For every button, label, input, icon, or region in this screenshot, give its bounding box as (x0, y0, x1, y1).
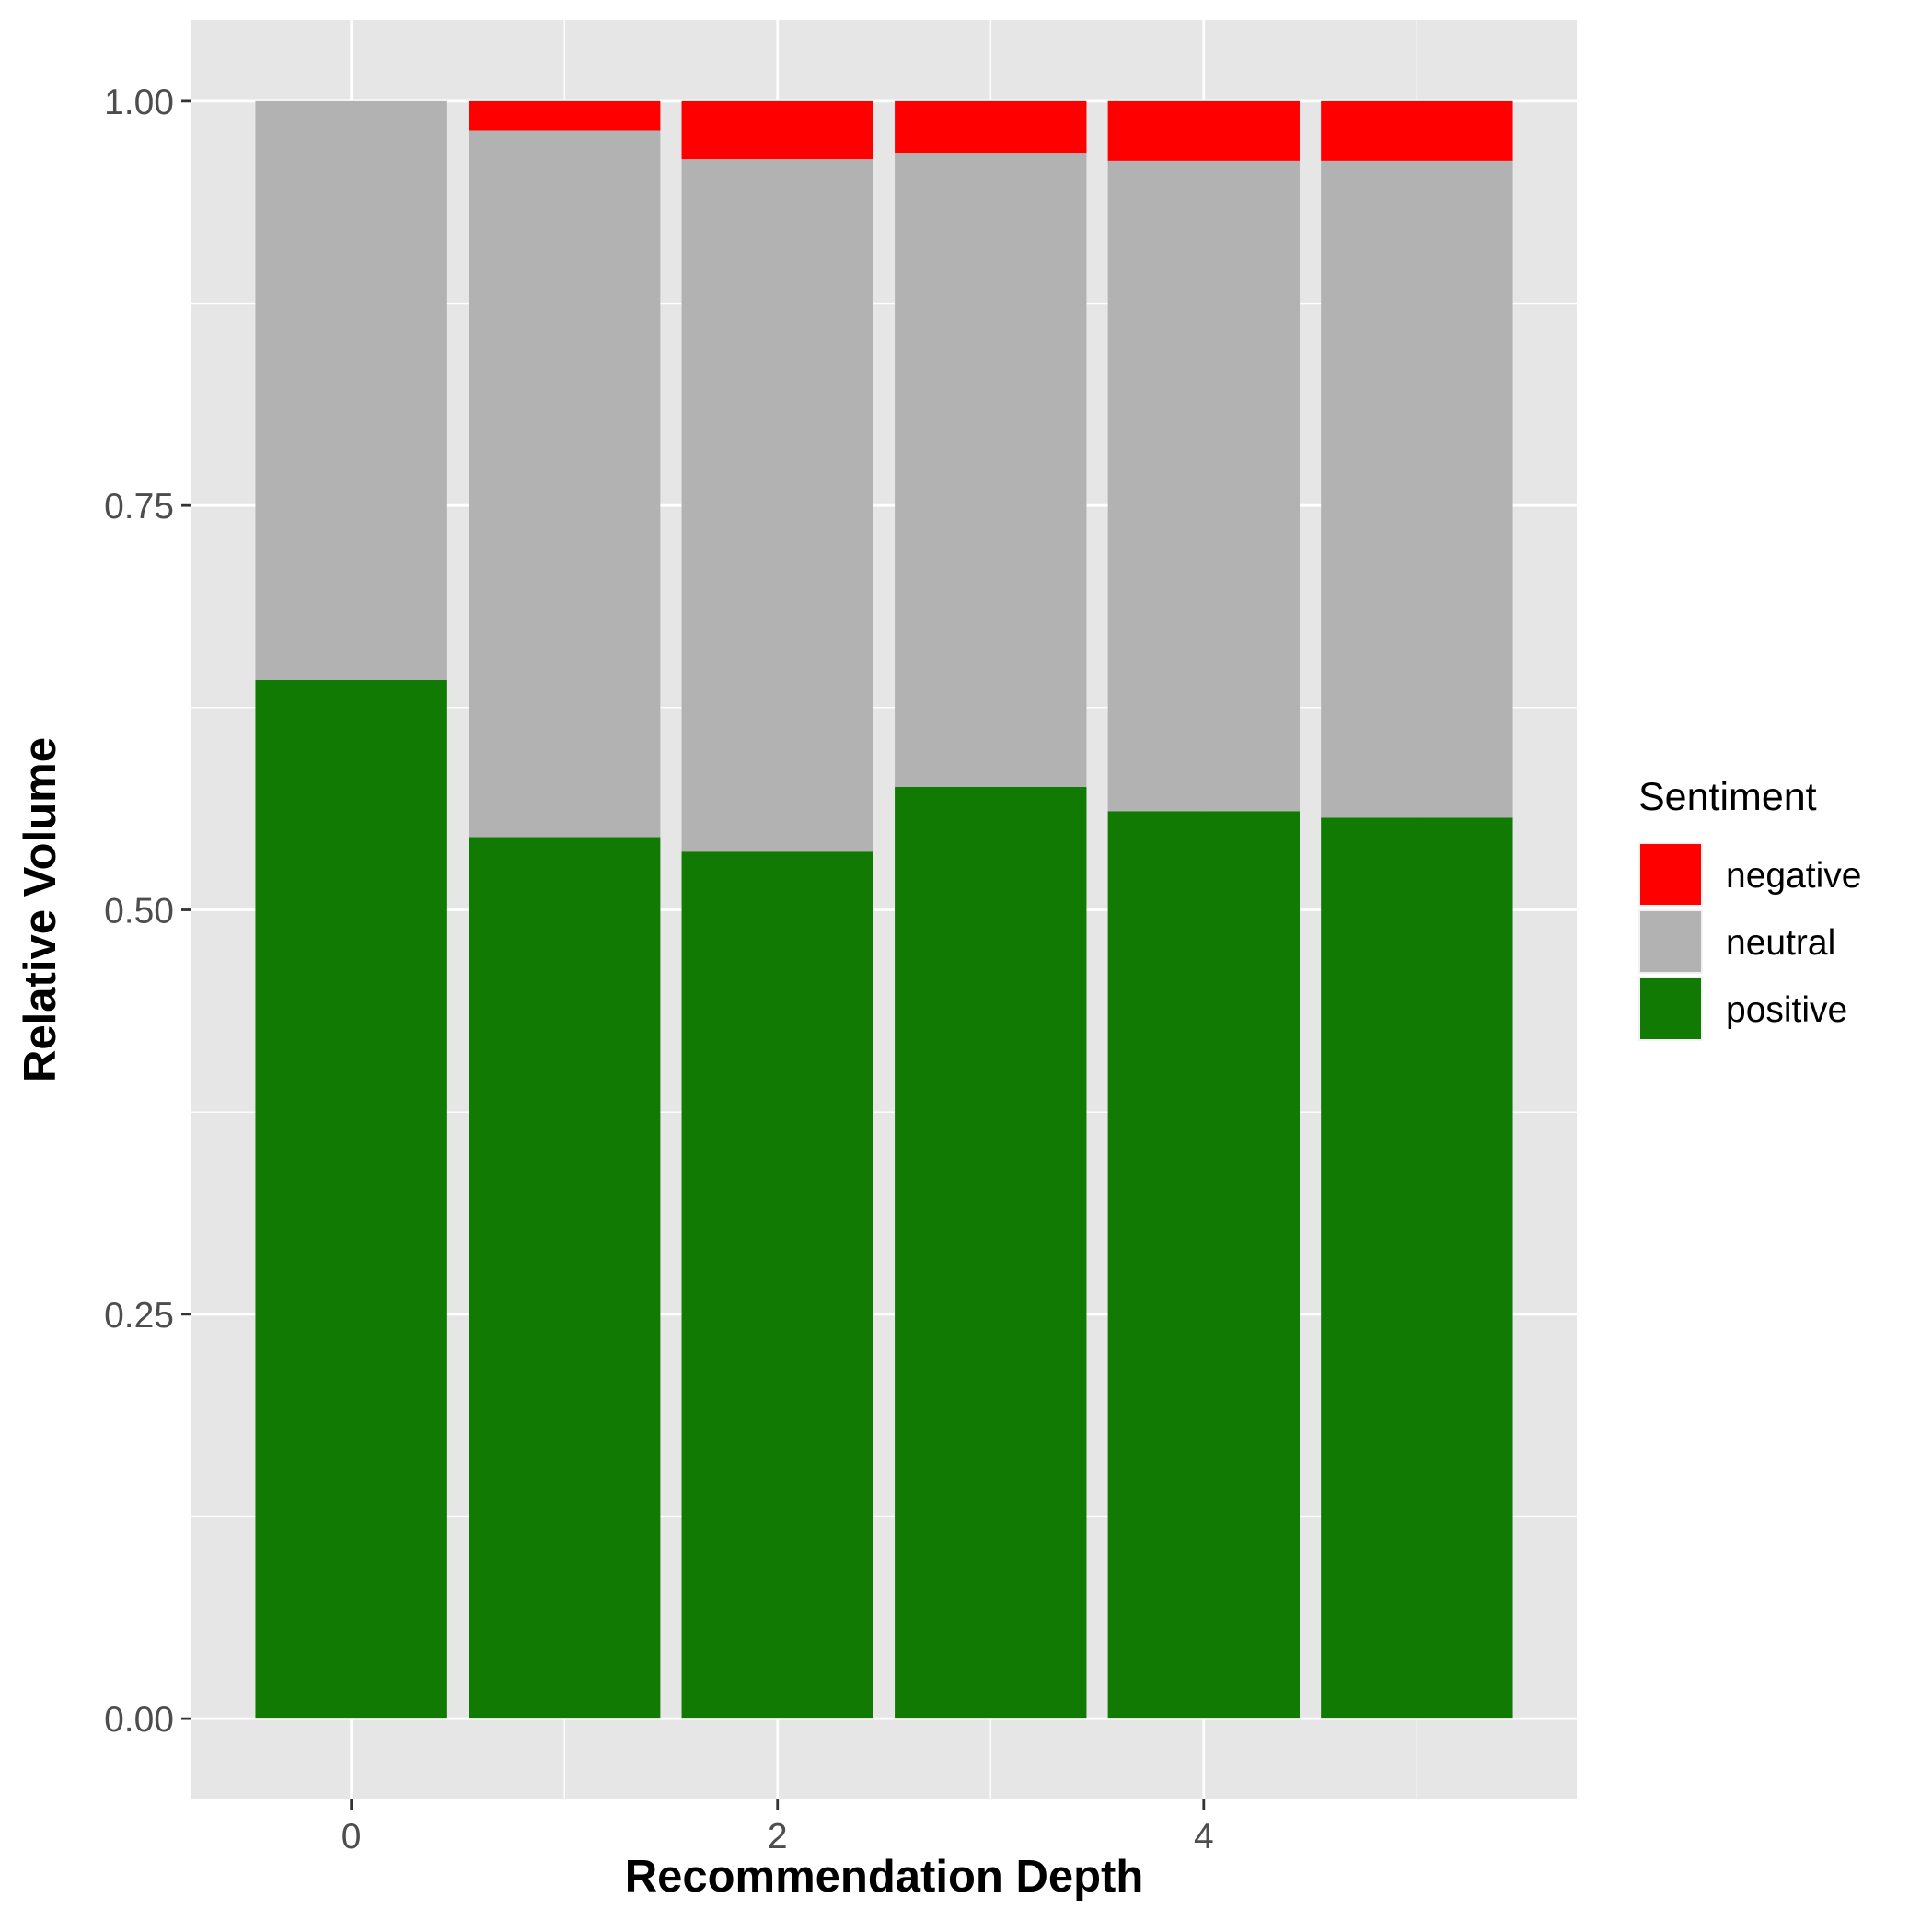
bar-positive-1 (469, 837, 661, 1719)
y-axis: 0.00 0.25 0.50 0.75 1.00 (104, 83, 191, 1740)
legend-key-negative (1640, 844, 1701, 905)
y-axis-title: Relative Volume (16, 737, 65, 1082)
bar-neutral-4 (1107, 160, 1300, 812)
bar-negative-5 (1321, 100, 1513, 161)
x-tick-label: 4 (1194, 1817, 1214, 1857)
bar-negative-3 (895, 100, 1087, 154)
legend-label-positive: positive (1726, 990, 1847, 1030)
bar-positive-4 (1107, 811, 1300, 1719)
bar-positive-3 (895, 786, 1087, 1719)
bar-negative-2 (681, 100, 873, 160)
bar-positive-5 (1321, 817, 1513, 1719)
bar-neutral-0 (255, 100, 447, 680)
y-tick-label: 0.00 (104, 1700, 174, 1740)
y-tick-label: 0.75 (104, 487, 174, 526)
y-tick-label: 0.25 (104, 1296, 174, 1336)
x-axis: 0 2 4 (341, 1799, 1214, 1857)
bar-positive-2 (681, 851, 873, 1719)
bar-negative-4 (1107, 100, 1300, 161)
bar-negative-1 (469, 100, 661, 131)
legend-label-neutral: neutral (1726, 923, 1835, 963)
bar-neutral-1 (469, 130, 661, 838)
legend-key-positive (1640, 978, 1701, 1039)
legend-label-negative: negative (1726, 856, 1861, 896)
legend-key-neutral (1640, 911, 1701, 972)
legend: Sentiment negative neutral positive (1638, 775, 1861, 1041)
bar-positive-0 (255, 679, 447, 1719)
bar-neutral-5 (1321, 160, 1513, 818)
x-axis-title: Recommendation Depth (625, 1852, 1144, 1902)
legend-title: Sentiment (1638, 775, 1817, 819)
y-tick-label: 0.50 (104, 892, 174, 931)
x-tick-label: 0 (341, 1817, 362, 1857)
bar-neutral-3 (895, 153, 1087, 787)
bar-neutral-2 (681, 159, 873, 852)
y-tick-label: 1.00 (104, 83, 174, 122)
bar-stacks (255, 100, 1513, 1719)
x-tick-label: 2 (768, 1817, 788, 1857)
